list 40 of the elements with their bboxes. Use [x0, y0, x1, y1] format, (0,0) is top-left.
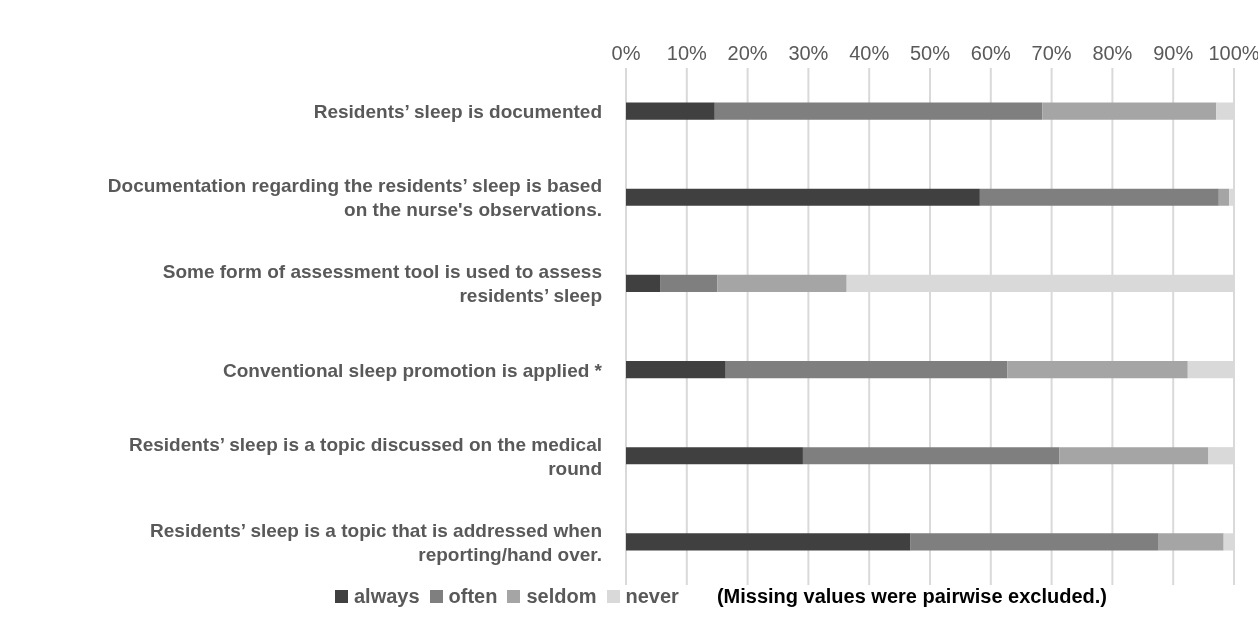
x-tick-label: 30% [788, 42, 829, 64]
bar [626, 274, 661, 293]
x-tick-label: 90% [1153, 42, 1194, 64]
x-tick-label: 70% [1031, 42, 1072, 64]
bar [626, 188, 980, 206]
x-tick-label: 0% [611, 42, 641, 64]
y-tick-label: Residents’ sleep is documented [313, 100, 602, 122]
annotation: (Missing values were pairwise excluded.) [716, 585, 1108, 608]
x-tick-label: 60% [970, 42, 1012, 64]
bar [802, 447, 1060, 465]
bar [1007, 360, 1188, 379]
legend-label: always [352, 585, 420, 608]
x-tick-label: 10% [666, 42, 708, 64]
bar [1158, 533, 1224, 551]
legend-label: often [447, 585, 498, 608]
legend-label: seldom [525, 585, 597, 608]
bar [979, 188, 1219, 206]
x-tick-label: 80% [1092, 42, 1133, 64]
bar [626, 102, 715, 120]
bar [1218, 188, 1230, 206]
bar [717, 274, 847, 293]
bar [1042, 102, 1217, 120]
bar [626, 533, 911, 551]
bar [714, 102, 1043, 120]
bar [725, 360, 1008, 379]
bar [910, 533, 1158, 551]
y-tick-label: Residents’ sleep is a topic discussed on the medical round [128, 433, 602, 479]
y-tick-label: Some form of assessment tool is used to assess residents’ sleep [162, 260, 602, 306]
y-tick-label: Documentation regarding the residents’ sleep is based on the nurse's observations. [107, 174, 602, 220]
bar [660, 274, 718, 293]
bar [626, 360, 726, 379]
y-tick-label: Residents’ sleep is a topic that is addressed when reporting/hand over. [150, 519, 602, 565]
x-tick-label: 40% [849, 42, 890, 64]
bar [1059, 447, 1209, 465]
y-tick-label: Conventional sleep promotion is applied * [223, 359, 603, 381]
x-tick-label: 20% [727, 42, 768, 64]
x-tick-label: 50% [909, 42, 951, 64]
x-tick-label: 100% [1208, 42, 1260, 64]
legend-label: never [624, 585, 679, 608]
bar [626, 447, 803, 465]
